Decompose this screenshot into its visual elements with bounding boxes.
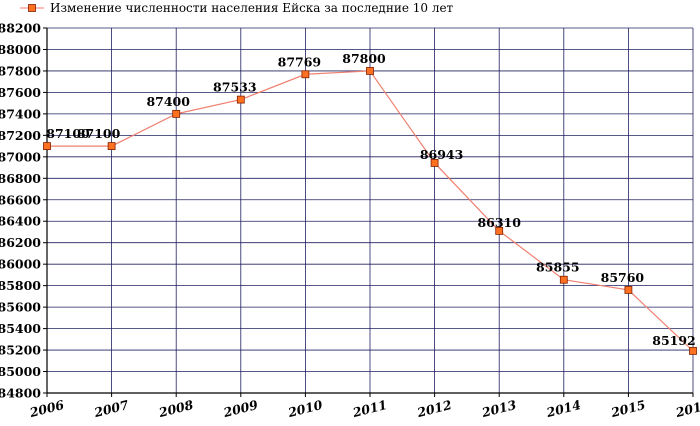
data-label: 87100 xyxy=(77,126,121,141)
y-tick-label: 86400 xyxy=(0,214,41,229)
data-point-marker xyxy=(43,142,51,150)
y-tick-label: 85600 xyxy=(0,300,41,315)
legend-label: Изменение численности населения Ейска за… xyxy=(50,1,454,15)
x-tick-label: 2015 xyxy=(609,397,647,420)
axes xyxy=(43,27,694,397)
data-point-marker xyxy=(366,67,374,75)
grid-lines xyxy=(46,27,694,394)
legend-marker-sample xyxy=(28,4,36,12)
y-tick-label: 87200 xyxy=(0,128,41,143)
x-tick-label: 2012 xyxy=(415,397,454,420)
data-point-marker xyxy=(430,159,439,167)
x-tick-label: 2010 xyxy=(286,397,325,420)
data-point-marker xyxy=(172,109,181,118)
x-tick-label: 2008 xyxy=(156,397,195,420)
data-label: 85760 xyxy=(601,270,645,285)
data-label: 87100 xyxy=(46,126,90,141)
y-tick-label: 86600 xyxy=(0,192,41,207)
data-label: 86310 xyxy=(477,215,521,230)
data-series xyxy=(43,67,697,355)
data-point-marker xyxy=(301,70,310,79)
x-axis-tick-labels: 2006 2007 2008 2009 2010 2011 2012 2013 2014 2015… xyxy=(27,397,700,420)
y-tick-label: 85200 xyxy=(0,343,41,358)
y-tick-label: 85400 xyxy=(0,321,41,336)
x-tick-label: 2013 xyxy=(479,397,518,420)
y-tick-label: 87800 xyxy=(0,63,41,78)
y-tick-label: 86000 xyxy=(0,257,41,272)
y-tick-label: 84800 xyxy=(0,386,41,401)
data-label: 85192 xyxy=(652,333,696,348)
data-point-marker xyxy=(495,226,504,235)
x-tick-label: 2007 xyxy=(92,397,131,420)
y-tick-label: 87400 xyxy=(0,106,41,121)
data-label: 87533 xyxy=(213,80,257,95)
data-point-marker xyxy=(689,347,697,355)
x-tick-label: 2009 xyxy=(221,397,260,420)
y-tick-label: 85000 xyxy=(0,364,41,379)
y-tick-label: 88200 xyxy=(0,21,41,36)
data-label: 86943 xyxy=(420,147,464,162)
y-tick-label: 87000 xyxy=(0,149,41,164)
data-label: 87769 xyxy=(278,54,322,69)
y-tick-label: 88000 xyxy=(0,42,41,57)
y-tick-label: 85800 xyxy=(0,278,41,293)
legend: Изменение численности населения Ейска за… xyxy=(20,1,454,15)
x-tick-label: 2011 xyxy=(350,397,388,420)
data-point-marker xyxy=(559,275,568,284)
data-label: 87800 xyxy=(342,51,386,66)
y-tick-label: 86800 xyxy=(0,171,41,186)
data-point-marker xyxy=(107,142,116,150)
data-label: 87400 xyxy=(146,94,190,109)
data-point-marker xyxy=(236,95,245,104)
y-tick-label: 87600 xyxy=(0,85,41,100)
x-tick-label: 2016 xyxy=(673,397,700,420)
y-tick-label: 86200 xyxy=(0,235,41,250)
y-axis-tick-labels: 84800 85000 85200 85400 85600 85800 86000 86200… xyxy=(0,21,41,401)
data-label: 85855 xyxy=(536,260,580,275)
x-tick-label: 2014 xyxy=(544,397,582,420)
data-point-marker xyxy=(624,286,633,294)
